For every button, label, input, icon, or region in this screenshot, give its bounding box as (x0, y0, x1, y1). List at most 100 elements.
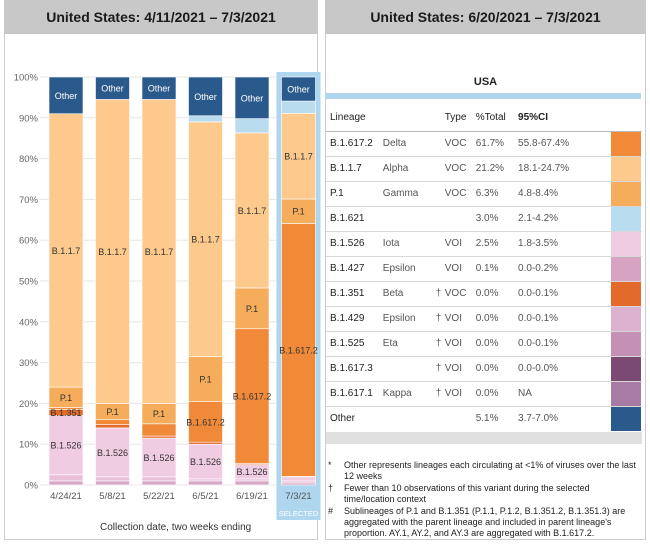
table-row[interactable]: B.1.1.7 Alpha VOC 21.2% 18.1-24.7% (326, 156, 642, 182)
legend-swatch (610, 281, 641, 306)
bar-data-label: B.1.526 (97, 448, 128, 458)
who-label-cell (382, 206, 433, 232)
dagger-cell (432, 406, 444, 431)
bar-data-label: B.1.1.7 (145, 247, 174, 257)
bar-data-label: Other (55, 91, 78, 101)
y-tick-label: 40% (19, 317, 39, 328)
who-label-cell: Kappa (382, 381, 433, 407)
type-cell: VOC (444, 156, 476, 182)
header-who (382, 105, 433, 132)
bar-segment (281, 476, 316, 482)
bar-segment (141, 480, 177, 486)
ci-cell: 0.0-0.1% (518, 306, 611, 332)
table-row[interactable]: P.1 Gamma VOC 6.3% 4.8-8.4% (326, 181, 642, 207)
y-tick-label: 80% (19, 154, 39, 165)
bar-segment (95, 99, 130, 404)
x-tick-label: 5/22/21 (143, 491, 175, 502)
y-tick-label: 0% (24, 481, 38, 492)
bar-segment (281, 480, 316, 484)
bar-segment (188, 121, 223, 357)
bar-segment (95, 480, 130, 486)
x-tick-label: 6/5/21 (192, 491, 218, 502)
table-row[interactable]: B.1.525 Eta † VOI 0.0% 0.0-0.1% (326, 331, 642, 357)
bar-segment (188, 478, 223, 482)
dagger-cell: † (432, 356, 445, 382)
pct-cell: 0.0% (475, 281, 519, 307)
y-tick-label: 60% (19, 236, 39, 247)
bar-data-label: Other (287, 85, 310, 95)
table-row[interactable]: B.1.351 Beta † VOC 0.0% 0.0-0.1% (326, 281, 642, 307)
bar-segment (188, 356, 223, 402)
dagger-cell: † (432, 381, 445, 407)
footnote-marker: * (328, 460, 332, 470)
dagger-cell (432, 131, 445, 157)
footnote-text: Other represents lineages each circulati… (344, 460, 636, 481)
type-cell: VOI (444, 381, 476, 407)
type-cell: VOI (444, 306, 476, 332)
bar-segment (188, 480, 223, 486)
color-swatch-cell (610, 256, 642, 282)
who-label-cell (382, 356, 433, 382)
lineage-table: Lineage Type %Total 95%CI B.1.617.2 Delta… (326, 105, 642, 431)
bar-data-label: Other (241, 93, 264, 103)
table-row[interactable]: B.1.526 Iota VOI 2.5% 1.8-3.5% (326, 231, 642, 257)
bar-segment (234, 118, 270, 134)
ci-cell: 18.1-24.7% (518, 156, 611, 182)
ci-cell: 2.1-4.2% (518, 206, 611, 232)
lineage-cell: B.1.621 (326, 206, 383, 232)
table-row[interactable]: Other 5.1% 3.7-7.0% (326, 406, 642, 431)
pct-cell: 0.1% (475, 256, 519, 282)
bar-segment (188, 401, 223, 443)
ci-cell: NA (518, 381, 611, 407)
bar-data-label: B.1.617.2 (186, 417, 225, 427)
footnote: * Other represents lineages each circulat… (328, 460, 640, 482)
bar-data-label: P.1 (60, 393, 72, 403)
table-row[interactable]: B.1.427 Epsilon VOI 0.1% 0.0-0.2% (326, 256, 642, 282)
bar-data-label: Other (148, 84, 171, 94)
footnotes: * Other represents lineages each circulat… (328, 460, 640, 540)
dagger-cell (432, 231, 445, 257)
x-tick-label: 7/3/21 (285, 491, 311, 502)
bar-data-label: B.1.526 (190, 457, 221, 467)
bar-segment (281, 223, 316, 477)
table-row[interactable]: B.1.617.3 † VOI 0.0% 0.0-0.0% (326, 356, 642, 382)
color-swatch-cell (610, 181, 642, 207)
table-row[interactable]: B.1.429 Epsilon † VOI 0.0% 0.0-0.1% (326, 306, 642, 332)
table-row[interactable]: B.1.621 3.0% 2.1-4.2% (326, 206, 642, 232)
bar-data-label: P.1 (153, 409, 165, 419)
bar-segment (188, 441, 223, 445)
pct-cell: 0.0% (475, 381, 519, 407)
bar-data-label: P.1 (106, 407, 118, 417)
color-swatch-cell (610, 206, 642, 232)
pct-cell: 3.0% (475, 206, 519, 232)
ci-cell: 0.0-0.0% (518, 356, 611, 382)
bar-segment (141, 423, 177, 437)
pct-cell: 21.2% (475, 156, 519, 182)
lineage-cell: B.1.1.7 (326, 156, 383, 182)
table-row[interactable]: B.1.617.2 Delta VOC 61.7% 55.8-67.4% (326, 131, 642, 157)
y-tick-label: 90% (19, 113, 39, 124)
ci-cell: 0.0-0.2% (518, 256, 611, 282)
legend-swatch (610, 306, 641, 331)
footnote-text: Fewer than 10 observations of this varia… (344, 483, 590, 504)
pct-cell: 0.0% (475, 306, 519, 332)
pct-cell: 2.5% (475, 231, 519, 257)
ci-cell: 0.0-0.1% (518, 281, 611, 307)
bar-segment (48, 480, 84, 486)
lineage-table-body: B.1.617.2 Delta VOC 61.7% 55.8-67.4% B.1.1.7 A… (326, 131, 642, 431)
type-cell: VOI (444, 231, 476, 257)
right-panel (325, 34, 646, 540)
header-ci: 95%CI (518, 105, 611, 132)
legend-swatch (610, 206, 641, 231)
legend-swatch (610, 131, 641, 156)
y-tick-label: 10% (19, 440, 39, 451)
x-tick-label: 5/8/21 (99, 491, 125, 502)
header-type: Type (444, 105, 476, 132)
region-title: USA (473, 76, 498, 88)
table-row[interactable]: B.1.617.1 Kappa † VOI 0.0% NA (326, 381, 642, 407)
bar-segment (234, 76, 270, 119)
who-label-cell: Eta (382, 331, 433, 357)
who-label-cell: Gamma (382, 181, 433, 207)
bar-segment (234, 478, 270, 482)
bar-data-label: B.1.1.7 (52, 246, 81, 256)
